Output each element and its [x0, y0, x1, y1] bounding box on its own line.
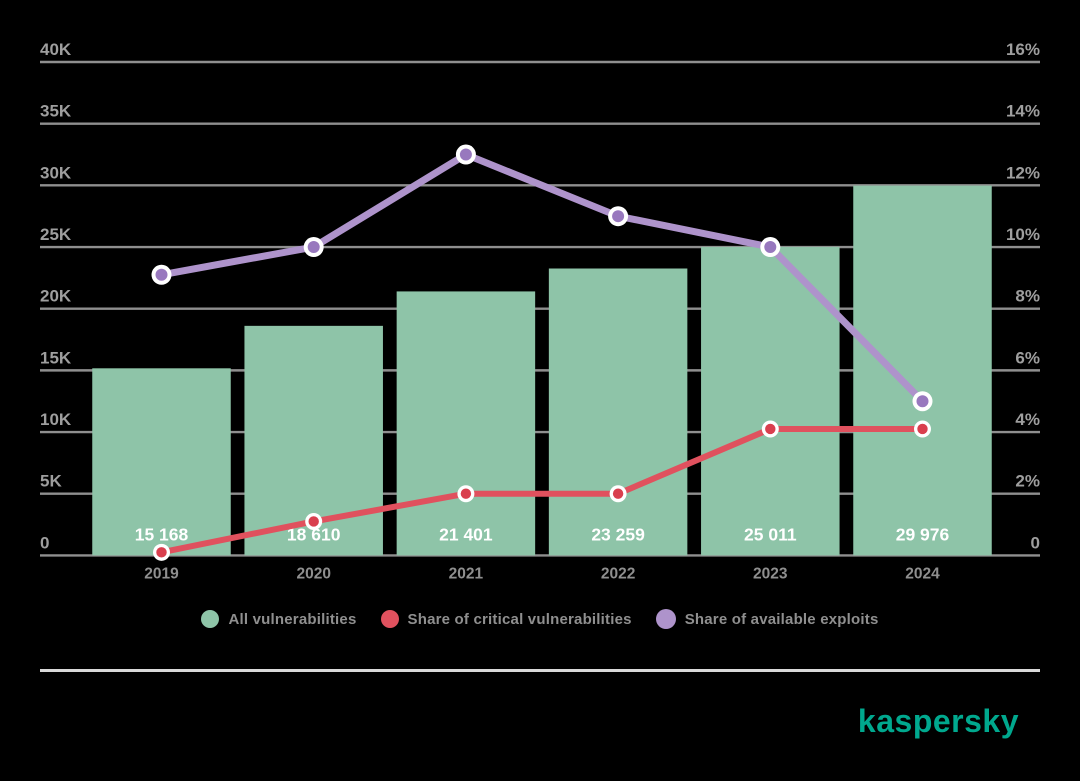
left-axis-tick-label: 35K [40, 102, 72, 121]
left-axis-tick-label: 5K [40, 472, 62, 491]
chart-legend: All vulnerabilities Share of critical vu… [0, 609, 1080, 629]
exploits-point [916, 395, 929, 408]
bar-value-label: 23 259 [591, 524, 645, 544]
bar-value-label: 21 401 [439, 524, 493, 544]
legend-item-available-exploits: Share of available exploits [655, 609, 879, 629]
bar-value-label: 25 011 [744, 524, 797, 544]
footer-divider [40, 669, 1040, 672]
left-axis-tick-label: 0 [40, 533, 49, 552]
left-axis-tick-label: 25K [40, 225, 72, 244]
exploits-point [307, 241, 320, 254]
vulnerabilities-chart: 40K 16% 35K 14% 30K 12% 25K 10% 20K 8% 15K 6% 10K 4% 5… [40, 40, 1040, 582]
x-axis-year-label: 2020 [296, 565, 330, 582]
exploits-point [155, 268, 168, 281]
right-axis-tick-label: 14% [1006, 102, 1040, 121]
left-axis-tick-label: 10K [40, 410, 72, 429]
legend-label-critical-vulnerabilities: Share of critical vulnerabilities [407, 610, 632, 628]
bar-value-label: 29 976 [896, 524, 950, 544]
critical-point [460, 488, 472, 499]
x-axis-year-label: 2019 [144, 565, 179, 582]
x-axis-year-label: 2024 [905, 565, 940, 582]
right-axis-tick-label: 16% [1006, 40, 1040, 59]
legend-label-all-vulnerabilities: All vulnerabilities [228, 610, 357, 628]
critical-point [765, 423, 776, 435]
right-axis-tick-label: 4% [1015, 410, 1040, 429]
exploits-line [158, 151, 926, 405]
bar-value-label: 18 610 [287, 524, 341, 544]
exploits-point [764, 241, 777, 254]
left-axis-tick-label: 40K [40, 40, 72, 59]
legend-dot-available-exploits [655, 609, 676, 629]
critical-point [612, 488, 624, 499]
right-axis-tick-label: 12% [1006, 163, 1040, 182]
legend-dot-critical-vulnerabilities [380, 610, 399, 628]
right-axis-tick-label: 6% [1015, 348, 1040, 367]
legend-item-all-vulnerabilities: All vulnerabilities [201, 610, 356, 628]
bar [396, 291, 536, 556]
exploits-point [459, 148, 472, 161]
bar-value-label: 15 168 [135, 524, 189, 544]
legend-item-critical-vulnerabilities: Share of critical vulnerabilities [380, 610, 632, 628]
legend-dot-all-vulnerabilities [201, 610, 220, 628]
bar [548, 268, 688, 556]
legend-label-available-exploits: Share of available exploits [684, 610, 879, 628]
right-axis-tick-label: 0 [1031, 533, 1040, 552]
exploits-point [612, 210, 625, 223]
bar [92, 368, 231, 556]
x-axis-year-label: 2021 [449, 565, 484, 582]
critical-point [156, 547, 167, 558]
right-axis-tick-label: 10% [1006, 225, 1040, 244]
critical-point [308, 516, 319, 527]
left-axis-tick-label: 15K [40, 348, 72, 367]
left-axis-tick-label: 20K [40, 287, 72, 306]
bar [853, 185, 992, 556]
x-axis-year-label: 2023 [753, 565, 788, 582]
x-axis-year-label: 2022 [601, 565, 635, 582]
right-axis-tick-label: 8% [1015, 287, 1040, 306]
critical-line [158, 425, 926, 556]
left-axis-tick-label: 30K [40, 163, 72, 182]
right-axis-tick-label: 2% [1015, 472, 1040, 491]
kaspersky-logo: kaspersky [857, 703, 1019, 739]
critical-point [917, 423, 928, 435]
